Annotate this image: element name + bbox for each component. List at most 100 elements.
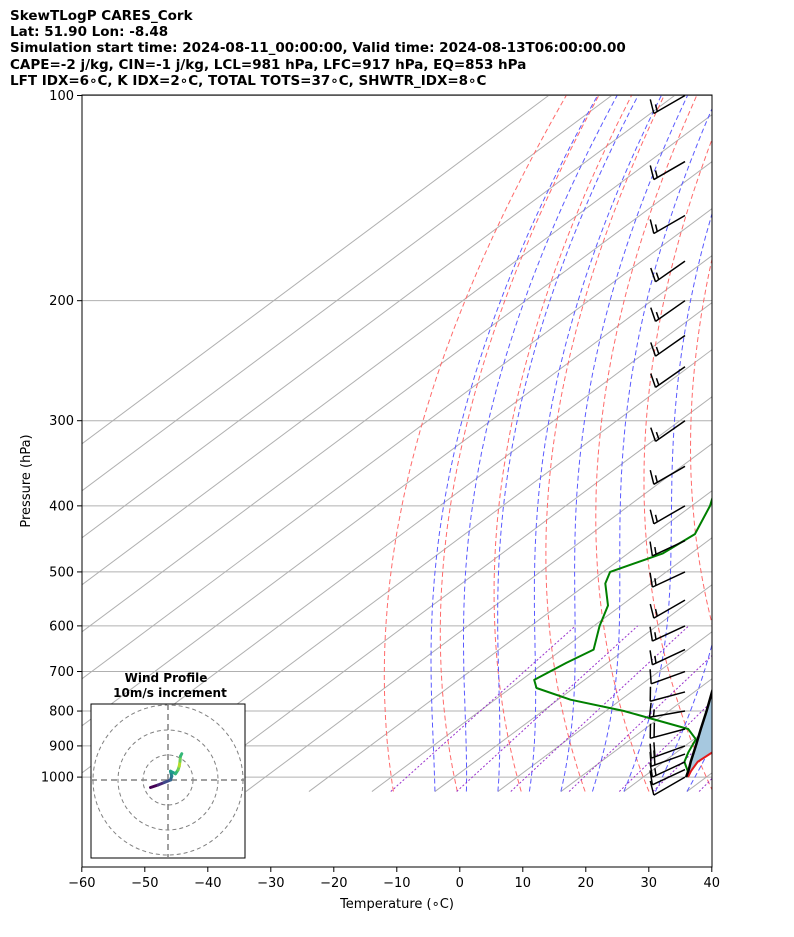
isotherm-line xyxy=(182,396,712,792)
dry-adiabat xyxy=(493,95,632,792)
y-axis-ticks: 1000 900 800 700 600 500 400 300 200 100 xyxy=(41,89,82,786)
profile-lines xyxy=(533,495,712,778)
y-tick-label: 800 xyxy=(49,705,74,720)
isotherm-line xyxy=(245,443,712,792)
wind-barb xyxy=(649,648,686,666)
y-tick-label: 900 xyxy=(49,739,74,754)
cape-cin-area xyxy=(686,691,712,778)
wind-barb xyxy=(649,768,686,786)
dry-adiabat xyxy=(595,95,698,792)
wind-barb xyxy=(648,702,686,719)
isotherm-line xyxy=(434,584,712,792)
mixing-ratio-line xyxy=(568,654,712,792)
wind-barb xyxy=(649,669,686,685)
y-tick-label: 100 xyxy=(49,89,74,104)
x-tick-label: −60 xyxy=(68,876,95,891)
moist-adiabat xyxy=(750,96,794,792)
hodograph-subtitle: 10m/s increment xyxy=(113,686,227,700)
y-axis-label: Pressure (hPa) xyxy=(19,434,34,527)
simulation-times: Simulation start time: 2024-08-11_00:00:… xyxy=(10,40,626,56)
x-tick-label: −40 xyxy=(194,876,221,891)
dry-adiabat xyxy=(779,96,794,792)
x-tick-label: 0 xyxy=(456,876,464,891)
dry-adiabat xyxy=(545,95,665,792)
x-tick-label: −20 xyxy=(320,876,347,891)
y-tick-label: 600 xyxy=(49,619,74,634)
moist-adiabat xyxy=(591,107,712,792)
dry-adiabat xyxy=(736,96,794,792)
isotherm-line xyxy=(750,96,794,792)
x-tick-label: 20 xyxy=(578,876,595,891)
x-tick-label: −30 xyxy=(257,876,284,891)
y-tick-label: 700 xyxy=(49,665,74,680)
wind-barb xyxy=(649,160,686,181)
background-reference-lines xyxy=(82,95,794,792)
isotherm-line xyxy=(82,208,712,680)
isotherm-line xyxy=(308,490,712,792)
isotherm-line xyxy=(119,349,712,792)
wind-barb xyxy=(649,540,686,557)
moist-adiabat xyxy=(528,95,662,792)
isotherm-line xyxy=(371,537,712,792)
y-tick-label: 200 xyxy=(49,294,74,309)
y-tick-label: 300 xyxy=(49,414,74,429)
isotherm-line xyxy=(82,302,712,774)
stability-indices: CAPE=-2 j/kg, CIN=-1 j/kg, LCL=981 hPa, … xyxy=(10,57,527,73)
y-tick-label: 400 xyxy=(49,499,74,514)
x-axis-label: Temperature (∘C) xyxy=(339,897,454,912)
y-tick-label: 1000 xyxy=(41,771,74,786)
wind-barb xyxy=(650,420,686,442)
isotherm-line xyxy=(82,161,712,633)
wind-barb xyxy=(649,686,686,702)
mixing-ratio-line xyxy=(741,626,794,792)
isotherm-line xyxy=(82,95,675,539)
x-tick-label: 30 xyxy=(641,876,658,891)
wind-barb xyxy=(649,94,686,115)
isotherm-line xyxy=(560,678,712,792)
isotherm-line xyxy=(686,772,712,792)
moist-adiabat xyxy=(686,743,712,792)
chart-title: SkewTLogP CARES_Cork xyxy=(10,8,193,24)
wind-barb xyxy=(649,214,686,235)
mixing-ratio-line xyxy=(390,625,576,792)
mixing-ratio-line xyxy=(698,777,712,792)
wind-barb xyxy=(649,625,686,642)
mixing-ratio-line xyxy=(618,700,712,792)
wind-barb xyxy=(649,571,686,588)
x-axis-ticks: −60 −50 −40 −30 −20 −10 0 10 20 30 40 xyxy=(68,867,720,891)
wind-barb xyxy=(649,742,686,759)
hodograph-inset: Wind Profile 10m/s increment xyxy=(90,671,246,859)
mixing-ratio-line xyxy=(510,625,690,792)
wind-barb xyxy=(649,505,686,525)
hodograph-title: Wind Profile xyxy=(125,671,208,685)
dry-adiabat xyxy=(643,138,712,791)
moist-adiabat xyxy=(430,95,599,792)
mixing-ratio-line xyxy=(456,625,639,792)
moist-adiabat xyxy=(781,96,794,792)
wind-barb xyxy=(650,334,686,357)
wind-barb xyxy=(649,722,686,740)
moist-adiabat xyxy=(718,96,794,792)
station-coordinates: Lat: 51.90 Lon: -8.48 xyxy=(10,24,169,40)
y-tick-label: 500 xyxy=(49,565,74,580)
moist-adiabat xyxy=(560,95,688,792)
wind-barb xyxy=(649,599,686,619)
x-tick-label: −10 xyxy=(383,876,410,891)
wind-barb xyxy=(649,776,686,796)
cape-cin-shading xyxy=(686,691,712,778)
parcel-path-line xyxy=(684,687,712,778)
x-tick-label: 40 xyxy=(704,876,721,891)
index-values: LFT IDX=6∘C, K IDX=2∘C, TOTAL TOTS=37∘C,… xyxy=(10,73,487,89)
isotherm-line xyxy=(82,95,612,492)
moist-adiabat xyxy=(463,95,618,792)
dry-adiabat xyxy=(439,95,600,792)
wind-barb xyxy=(650,260,686,283)
wind-barb xyxy=(650,300,686,322)
moist-adiabat xyxy=(497,95,639,792)
dry-adiabat xyxy=(689,256,712,626)
wind-barb xyxy=(650,366,686,388)
dewpoint-line xyxy=(533,495,712,778)
isotherm-line xyxy=(82,113,712,586)
mixing-ratio-line xyxy=(771,626,794,792)
